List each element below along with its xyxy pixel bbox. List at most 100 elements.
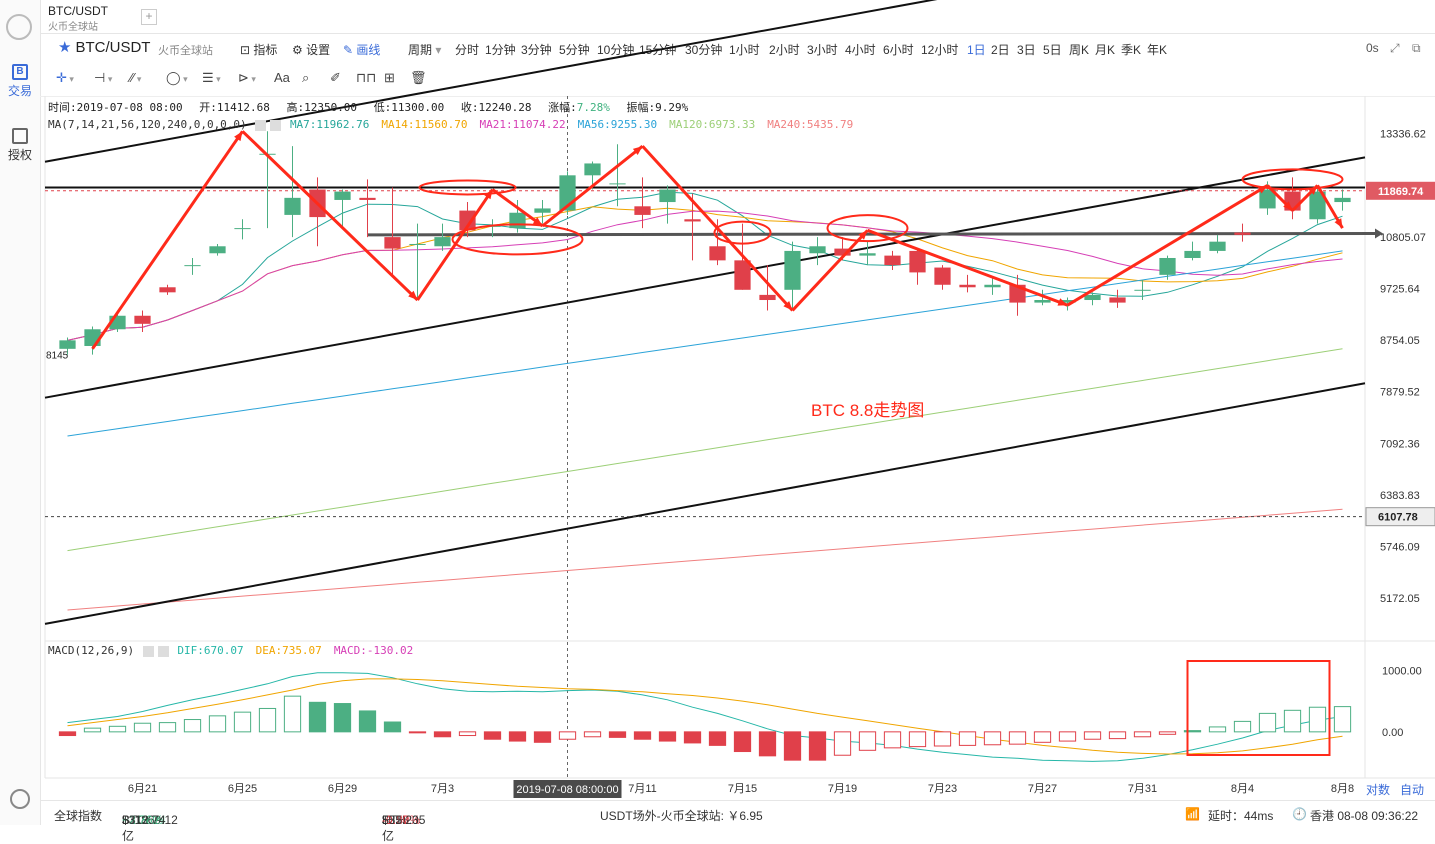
candle-body	[1084, 294, 1101, 301]
indicator-button[interactable]: ⊡ 指标	[240, 43, 278, 57]
trash-icon[interactable]: 🗑	[410, 70, 427, 85]
countdown-timer: 0s	[1366, 41, 1379, 55]
candle-body	[1184, 250, 1201, 258]
candle-body	[459, 210, 476, 231]
symbol-title: ★ BTC/USDT	[58, 39, 151, 56]
trade-icon: B	[12, 64, 28, 80]
candle-body	[709, 246, 726, 261]
macd-tick-label: 1000.00	[1382, 665, 1422, 677]
text-tool[interactable]: Aa	[274, 70, 290, 85]
global-index[interactable]: 全球指数	[54, 809, 103, 823]
period-18[interactable]: 月K	[1095, 43, 1116, 57]
period-16[interactable]: 5日	[1043, 43, 1062, 57]
lock-tool-icon[interactable]: ⊞	[384, 70, 395, 85]
ma-legend-item-0: MA7:11962.76	[289, 118, 370, 131]
period-6[interactable]: 30分钟	[685, 43, 723, 57]
ruler-tool-icon[interactable]: ⌕	[302, 70, 310, 85]
macd-close-icon[interactable]	[157, 645, 169, 657]
settings-button[interactable]: ⚙ 设置	[292, 43, 331, 57]
candle-body	[409, 243, 426, 245]
favorite-star-icon[interactable]: ★	[58, 39, 72, 56]
macd-bar	[633, 731, 652, 740]
add-tab-button[interactable]: +	[141, 9, 157, 25]
period-2[interactable]: 3分钟	[521, 43, 552, 57]
ma120-line	[67, 348, 1343, 552]
info-time: 时间:2019-07-08 08:00	[48, 101, 183, 114]
period-8[interactable]: 2小时	[769, 43, 800, 57]
period-12[interactable]: 12小时	[921, 43, 959, 57]
candle-body	[209, 246, 226, 254]
period-3[interactable]: 5分钟	[559, 43, 590, 57]
period-0[interactable]: 分时	[455, 43, 480, 57]
auto-scale-link[interactable]: 自动	[1400, 783, 1424, 797]
trend-lines	[44, 0, 1383, 625]
trend-arrow-head	[858, 230, 868, 240]
period-19[interactable]: 季K	[1121, 43, 1142, 57]
info-close: 收:12240.28	[460, 101, 532, 114]
rail-trade[interactable]: B 交易	[0, 64, 40, 99]
legend-settings-icon[interactable]	[255, 119, 267, 131]
period-10[interactable]: 4小时	[845, 43, 876, 57]
period-17[interactable]: 周K	[1069, 43, 1090, 57]
fibonacci-tool-icon[interactable]: ☰ ▾	[202, 70, 221, 85]
period-15[interactable]: 3日	[1017, 43, 1036, 57]
candle-body	[834, 248, 851, 256]
chart-canvas[interactable]: BTC 8.8走势图 13336.62 10805.07 9725.64 8754.0…	[0, 0, 1435, 825]
candle-body	[659, 189, 676, 203]
trend-line-tool-icon[interactable]: ⁄⁄ ▾	[130, 70, 142, 85]
pattern-tool-icon[interactable]: ⊳ ▾	[238, 70, 256, 85]
candle-body	[759, 294, 776, 301]
trend-arrow	[866, 228, 1069, 307]
candle-body	[509, 212, 526, 229]
ma-legend-label: MA(7,14,21,56,120,240,0,0,0,0)	[48, 118, 247, 131]
trend-arrow	[491, 188, 544, 228]
y-tick-label: 9725.64	[1380, 284, 1420, 296]
magnet-tool-icon[interactable]: ⊓⊓	[356, 70, 377, 85]
fullscreen-icon[interactable]: ⤢	[1390, 41, 1400, 55]
candle-body	[734, 260, 751, 290]
candle-body	[784, 250, 801, 290]
period-1[interactable]: 1分钟	[485, 43, 516, 57]
macd-legend-item-2: MACD:-130.02	[333, 644, 414, 657]
trend-arrow-head	[1334, 218, 1343, 229]
rail-auth[interactable]: 授权	[0, 128, 40, 163]
popout-icon[interactable]: ⧉	[1412, 41, 1421, 55]
macd-bar	[608, 731, 627, 738]
legend-close-icon[interactable]	[270, 119, 282, 131]
highlight-ellipse	[451, 223, 584, 256]
macd-bar	[1333, 706, 1352, 733]
ma240-line	[67, 508, 1343, 611]
pencil-icon: ✎	[343, 43, 357, 57]
period-14[interactable]: 2日	[991, 43, 1010, 57]
log-scale-link[interactable]: 对数	[1366, 782, 1390, 797]
period-13[interactable]: 1日	[967, 43, 986, 57]
settings-gear-icon[interactable]	[10, 789, 30, 809]
clock-icon: 🕘	[1292, 807, 1307, 821]
crosshair-tool-icon[interactable]: ✛ ▾	[56, 70, 74, 85]
macd-settings-icon[interactable]	[142, 645, 154, 657]
rail-trade-label: 交易	[7, 84, 32, 98]
period-20[interactable]: 年K	[1147, 43, 1168, 57]
y-tick-label: 13336.62	[1380, 129, 1426, 141]
dashed-price-label: 6107.78	[1378, 512, 1418, 524]
tab-btc-usdt[interactable]: BTC/USDT 火币全球站	[48, 4, 140, 33]
brush-tool-icon[interactable]: ✐	[330, 70, 341, 85]
y-tick-label: 10805.07	[1380, 232, 1426, 244]
highlight-ellipse	[713, 220, 772, 245]
shape-tool-icon[interactable]: ◯ ▾	[166, 70, 188, 85]
ma-legend-item-2: MA21:11074.22	[479, 118, 566, 131]
period-dropdown[interactable]: 周期 ▾	[408, 43, 442, 57]
period-9[interactable]: 3小时	[807, 43, 838, 57]
min-price-marker: 8145	[46, 351, 69, 362]
period-11[interactable]: 6小时	[883, 43, 914, 57]
macd-bar	[1258, 712, 1277, 733]
macd-bar	[1283, 709, 1302, 733]
period-7[interactable]: 1小时	[729, 43, 760, 57]
period-4[interactable]: 10分钟	[597, 43, 635, 57]
info-amp-label: 振幅:	[626, 101, 656, 114]
draw-button[interactable]: ✎ 画线	[343, 43, 381, 57]
trend-arrow	[241, 130, 419, 302]
horizontal-line-tool-icon[interactable]: ⊣ ▾	[94, 70, 113, 85]
macd-bar	[1108, 731, 1127, 740]
trend-arrow-head	[234, 131, 243, 142]
